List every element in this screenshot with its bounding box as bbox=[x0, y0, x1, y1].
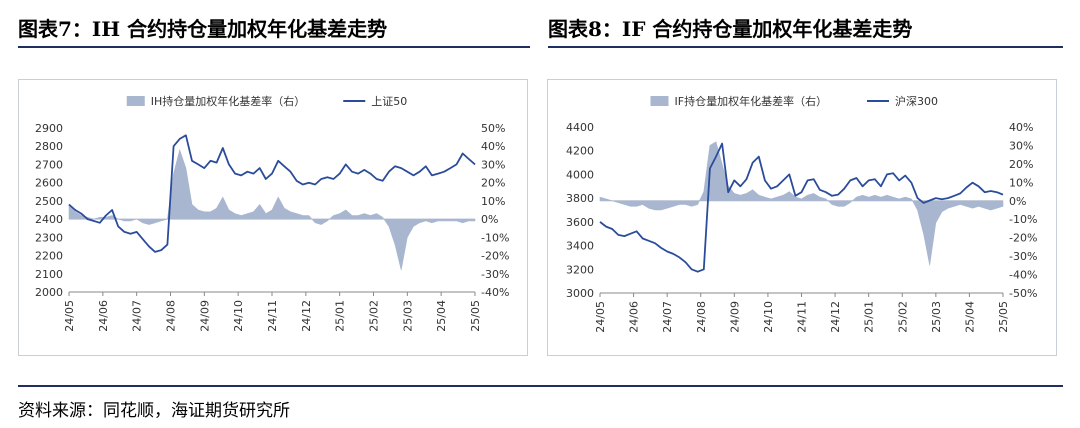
x-tick-label: 25/02 bbox=[896, 301, 909, 333]
y-tick-left: 3400 bbox=[566, 240, 594, 253]
chart-title-left: 图表7：IH 合约持仓量加权年化基差走势 bbox=[18, 17, 388, 41]
y-tick-right: 30% bbox=[481, 158, 505, 171]
y-tick-right: 10% bbox=[1009, 176, 1033, 189]
y-tick-right: 30% bbox=[1009, 139, 1033, 152]
legend-label-area: IF持仓量加权年化基差率（右） bbox=[675, 94, 828, 108]
y-tick-right: 0% bbox=[1009, 195, 1026, 208]
x-tick-label: 25/03 bbox=[930, 301, 943, 333]
x-tick-label: 24/06 bbox=[628, 301, 641, 333]
line-series-index bbox=[599, 142, 1004, 273]
x-tick-label: 25/01 bbox=[334, 300, 347, 332]
legend-swatch-area bbox=[650, 96, 669, 106]
x-tick-label: 25/02 bbox=[368, 300, 381, 332]
y-tick-right: 50% bbox=[481, 122, 505, 135]
x-tick-label: 25/04 bbox=[963, 301, 976, 333]
x-tick-label: 24/12 bbox=[300, 300, 313, 332]
x-tick-label: 25/03 bbox=[401, 300, 414, 332]
chart-ih: IH持仓量加权年化基差率（右） 上证50 2900 2800 2700 2600 2500 2… bbox=[35, 94, 509, 332]
x-tick-label: 25/05 bbox=[469, 300, 482, 332]
y-tick-right: 40% bbox=[1009, 121, 1033, 134]
y-tick-right: 20% bbox=[1009, 158, 1033, 171]
y-tick-left: 2100 bbox=[35, 268, 63, 281]
source-rule bbox=[18, 385, 1063, 387]
x-tick-label: 24/07 bbox=[661, 301, 674, 333]
y-tick-right: -10% bbox=[481, 231, 509, 244]
x-tick-label: 24/09 bbox=[198, 300, 211, 332]
x-tick-label: 24/05 bbox=[63, 300, 76, 332]
y-tick-left: 2000 bbox=[35, 286, 63, 299]
chart-frame-left: IH持仓量加权年化基差率（右） 上证50 2900 2800 2700 2600 2500 2… bbox=[18, 79, 528, 356]
y-tick-left: 3800 bbox=[566, 192, 594, 205]
source-note: 资料来源：同花顺，海证期货研究所 bbox=[18, 401, 290, 421]
x-tick-label: 25/01 bbox=[863, 301, 876, 333]
x-tick-label: 24/08 bbox=[165, 300, 178, 332]
area-series-basis bbox=[68, 148, 476, 271]
legend-label-area: IH持仓量加权年化基差率（右） bbox=[151, 94, 306, 108]
x-tick-label: 25/05 bbox=[997, 301, 1010, 333]
y-tick-left: 3200 bbox=[566, 263, 594, 276]
line-series-index bbox=[68, 134, 476, 253]
chart-if: IF持仓量加权年化基差率（右） 沪深300 4400 4200 4000 3800 3600… bbox=[566, 94, 1037, 333]
x-tick-label: 24/10 bbox=[232, 300, 245, 332]
x-tick-label: 24/12 bbox=[829, 301, 842, 333]
area-series-basis bbox=[599, 141, 1004, 266]
y-tick-right: 40% bbox=[481, 140, 505, 153]
y-tick-left: 3600 bbox=[566, 216, 594, 229]
y-tick-left: 2600 bbox=[35, 177, 63, 190]
x-tick-label: 24/08 bbox=[695, 301, 708, 333]
chart-frame-right: IF持仓量加权年化基差率（右） 沪深300 4400 4200 4000 3800 3600… bbox=[547, 79, 1057, 356]
x-tick-label: 24/09 bbox=[728, 301, 741, 333]
y-tick-left: 2300 bbox=[35, 231, 63, 244]
x-tick-label: 24/06 bbox=[97, 300, 110, 332]
y-tick-right: -40% bbox=[1009, 269, 1037, 282]
y-tick-right: -20% bbox=[481, 250, 509, 263]
y-tick-right: -50% bbox=[1009, 287, 1037, 300]
x-tick-label: 24/11 bbox=[266, 300, 279, 332]
legend-swatch-area bbox=[126, 96, 145, 106]
x-tick-label: 24/05 bbox=[594, 301, 607, 333]
y-tick-left: 2900 bbox=[35, 122, 63, 135]
y-tick-right: -10% bbox=[1009, 213, 1037, 226]
y-tick-left: 4000 bbox=[566, 168, 594, 181]
title-underline-right bbox=[548, 46, 1063, 48]
y-tick-left: 3000 bbox=[566, 287, 594, 300]
y-tick-right: -30% bbox=[1009, 250, 1037, 263]
y-tick-left: 4200 bbox=[566, 145, 594, 158]
y-tick-right: 0% bbox=[481, 213, 498, 226]
y-tick-left: 2700 bbox=[35, 158, 63, 171]
legend-label-line: 上证50 bbox=[371, 95, 407, 108]
y-tick-right: 10% bbox=[481, 195, 505, 208]
x-tick-label: 24/07 bbox=[131, 300, 144, 332]
x-tick-label: 24/11 bbox=[796, 301, 809, 333]
y-tick-right: 20% bbox=[481, 177, 505, 190]
y-tick-right: -30% bbox=[481, 268, 509, 281]
y-tick-left: 2800 bbox=[35, 140, 63, 153]
x-tick-label: 25/04 bbox=[435, 300, 448, 332]
y-tick-left: 2400 bbox=[35, 213, 63, 226]
chart-title-right: 图表8：IF 合约持仓量加权年化基差走势 bbox=[548, 17, 913, 41]
y-tick-right: -40% bbox=[481, 286, 509, 299]
y-tick-left: 2200 bbox=[35, 250, 63, 263]
title-underline-left bbox=[18, 46, 530, 48]
legend-label-line: 沪深300 bbox=[895, 94, 938, 108]
y-tick-left: 2500 bbox=[35, 195, 63, 208]
y-tick-right: -20% bbox=[1009, 232, 1037, 245]
x-tick-label: 24/10 bbox=[762, 301, 775, 333]
y-tick-left: 4400 bbox=[566, 121, 594, 134]
